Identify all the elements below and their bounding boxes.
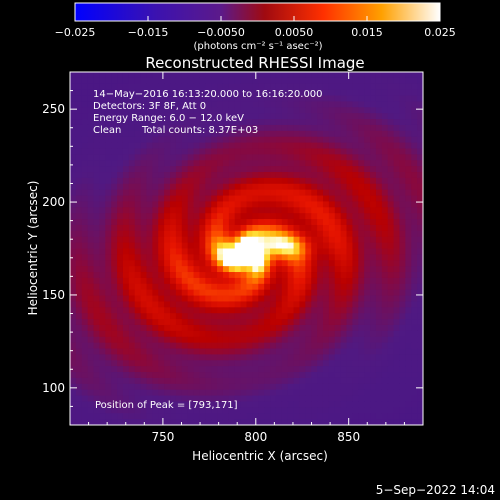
colorbar-ticks: −0.025 −0.015 −0.0050 0.0050 0.015 0.025 bbox=[55, 16, 456, 39]
footer-date: 5−Sep−2022 14:04 bbox=[376, 483, 495, 497]
axis-ticks: 750 800 850 100 150 200 250 bbox=[42, 71, 424, 444]
x-tick-label: 800 bbox=[244, 430, 267, 444]
chart-title: Reconstructed RHESSI Image bbox=[145, 54, 364, 72]
y-tick-label: 100 bbox=[42, 381, 65, 395]
colorbar-tick-label: 0.025 bbox=[424, 26, 456, 39]
colorbar-unit-label: (photons cm⁻² s⁻¹ asec⁻²) bbox=[193, 41, 322, 52]
colorbar-tick-label: 0.0050 bbox=[275, 26, 314, 39]
annotation-peak-position: Position of Peak = [793,171] bbox=[95, 400, 238, 411]
annotation-energy-range: Energy Range: 6.0 − 12.0 keV bbox=[93, 113, 244, 124]
colorbar-tick-label: −0.025 bbox=[55, 26, 96, 39]
x-axis-label: Heliocentric X (arcsec) bbox=[192, 449, 328, 463]
colorbar-tick-label: −0.0050 bbox=[197, 26, 245, 39]
colorbar-tick-label: 0.015 bbox=[351, 26, 383, 39]
y-axis-label: Heliocentric Y (arcsec) bbox=[26, 181, 40, 316]
colorbar-tick-label: −0.015 bbox=[128, 26, 169, 39]
x-tick-label: 850 bbox=[337, 430, 360, 444]
colorbar bbox=[74, 2, 441, 22]
y-tick-label: 200 bbox=[42, 195, 65, 209]
x-tick-label: 750 bbox=[151, 430, 174, 444]
annotation-total-counts: Total counts: 8.37E+03 bbox=[141, 125, 258, 136]
annotation-time-range: 14−May−2016 16:13:20.000 to 16:16:20.000 bbox=[93, 89, 323, 100]
y-tick-label: 250 bbox=[42, 102, 65, 116]
annotation-detectors: Detectors: 3F 8F, Att 0 bbox=[93, 101, 206, 112]
y-tick-label: 150 bbox=[42, 288, 65, 302]
plot-frame bbox=[69, 71, 424, 426]
heatmap-image bbox=[70, 72, 423, 425]
annotation-algorithm: Clean bbox=[93, 125, 121, 136]
